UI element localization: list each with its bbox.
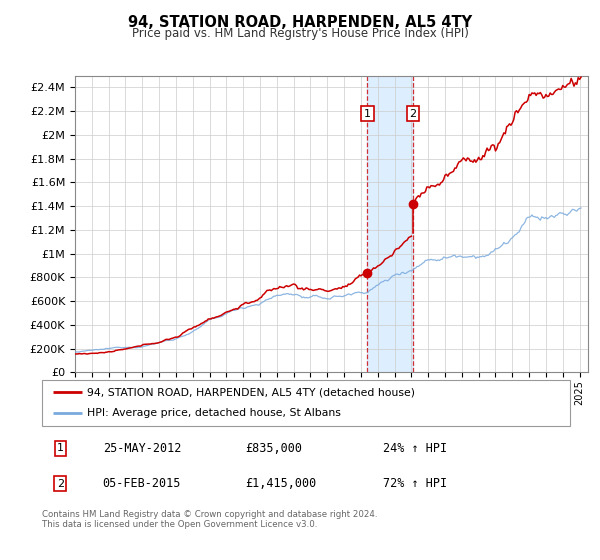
Text: 1: 1 — [57, 443, 64, 453]
Bar — [367, 76, 413, 372]
Text: 2: 2 — [57, 479, 64, 489]
Text: 72% ↑ HPI: 72% ↑ HPI — [383, 477, 446, 490]
Text: Price paid vs. HM Land Registry's House Price Index (HPI): Price paid vs. HM Land Registry's House … — [131, 27, 469, 40]
Text: Contains HM Land Registry data © Crown copyright and database right 2024.
This d: Contains HM Land Registry data © Crown c… — [42, 510, 377, 529]
Text: £1,415,000: £1,415,000 — [245, 477, 317, 490]
Text: 94, STATION ROAD, HARPENDEN, AL5 4TY (detached house): 94, STATION ROAD, HARPENDEN, AL5 4TY (de… — [87, 387, 415, 397]
Text: 2: 2 — [409, 109, 416, 119]
FancyBboxPatch shape — [42, 380, 570, 426]
Text: HPI: Average price, detached house, St Albans: HPI: Average price, detached house, St A… — [87, 408, 341, 418]
Text: 24% ↑ HPI: 24% ↑ HPI — [383, 442, 446, 455]
Text: 25-MAY-2012: 25-MAY-2012 — [103, 442, 181, 455]
Text: £835,000: £835,000 — [245, 442, 302, 455]
Text: 94, STATION ROAD, HARPENDEN, AL5 4TY: 94, STATION ROAD, HARPENDEN, AL5 4TY — [128, 15, 472, 30]
Text: 05-FEB-2015: 05-FEB-2015 — [103, 477, 181, 490]
Text: 1: 1 — [364, 109, 371, 119]
